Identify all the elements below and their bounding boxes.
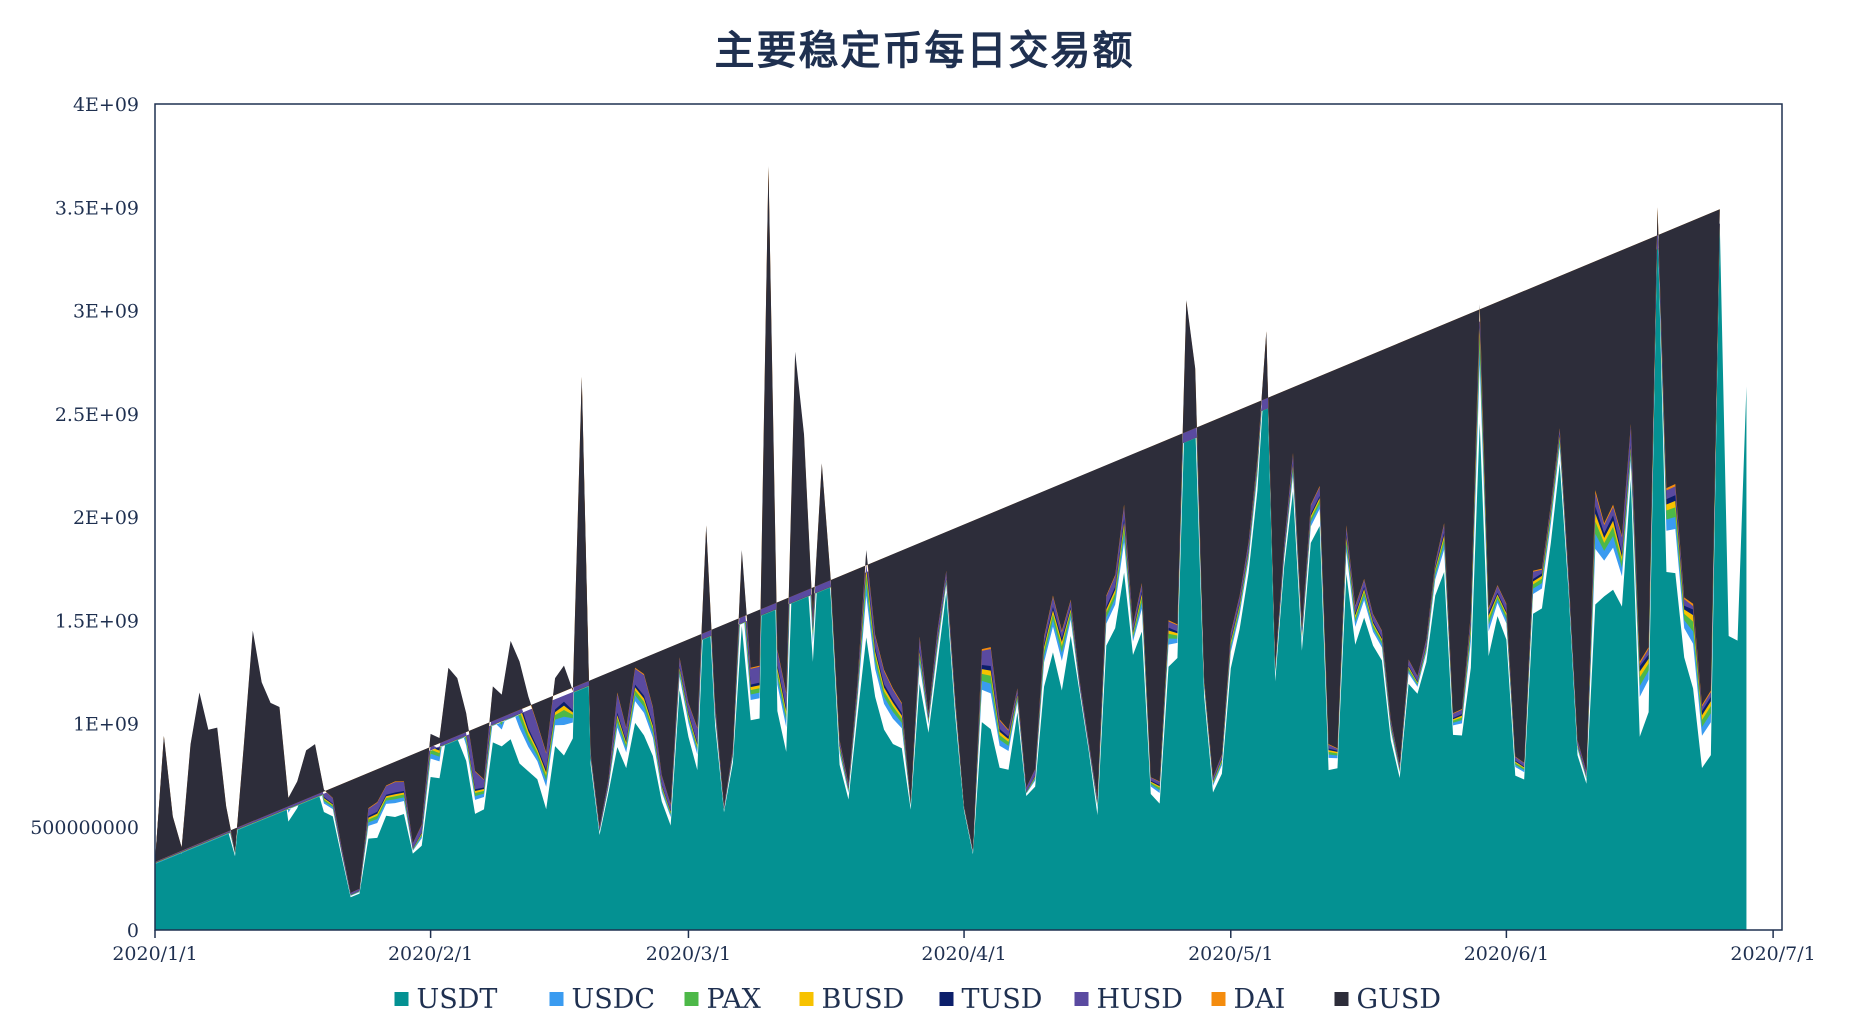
legend-swatch-usdc [549,992,564,1006]
legend-label-usdc: USDC [572,984,656,1015]
y-tick-label: 2.5E+09 [55,404,139,426]
legend-label-husd: HUSD [1097,984,1183,1015]
legend-swatch-gusd [1334,992,1349,1006]
legend-swatch-pax [684,992,699,1006]
y-tick-label: 1.5E+09 [55,610,139,632]
legend-label-usdt: USDT [417,984,498,1015]
x-tick-label: 2020/1/1 [112,943,197,965]
y-tick-label: 3.5E+09 [55,197,139,219]
legend: USDT USDC PAX BUSD TUSD HUSD DAI GUSD [394,984,1441,1015]
legend-label-busd: BUSD [822,984,905,1015]
x-axis: 2020/1/1 2020/2/1 2020/3/1 2020/4/1 2020/5/1… [112,930,1816,965]
chart-title: 主要稳定币每日交易额 [714,27,1135,74]
legend-swatch-husd [1074,992,1089,1006]
y-tick-label: 3E+09 [73,301,139,323]
x-tick-label: 2020/7/1 [1730,943,1815,965]
y-tick-label: 500000000 [30,817,139,839]
legend-label-pax: PAX [707,984,762,1015]
x-tick-label: 2020/4/1 [921,943,1006,965]
legend-swatch-dai [1211,992,1226,1006]
x-tick-label: 2020/2/1 [388,943,473,965]
legend-swatch-busd [799,992,814,1006]
x-tick-label: 2020/5/1 [1188,943,1273,965]
y-tick-label: 4E+09 [73,94,139,116]
y-tick-label: 1E+09 [73,714,139,736]
x-tick-label: 2020/3/1 [646,943,731,965]
plot-frame [154,103,1783,931]
legend-label-tusd: TUSD [962,984,1043,1015]
area-series-gusd [155,165,1720,893]
y-axis: 0 500000000 1E+09 1.5E+09 2E+09 2.5E+09 3E+09 3… [30,94,139,942]
areas-layer [155,165,1747,930]
legend-swatch-usdt [394,992,409,1006]
y-tick-label: 0 [127,920,139,942]
x-tick-label: 2020/6/1 [1464,943,1549,965]
y-tick-label: 2E+09 [73,507,139,529]
legend-swatch-tusd [939,992,954,1006]
legend-label-dai: DAI [1234,984,1286,1015]
area-series-usdt [155,219,1747,930]
legend-label-gusd: GUSD [1357,984,1441,1015]
